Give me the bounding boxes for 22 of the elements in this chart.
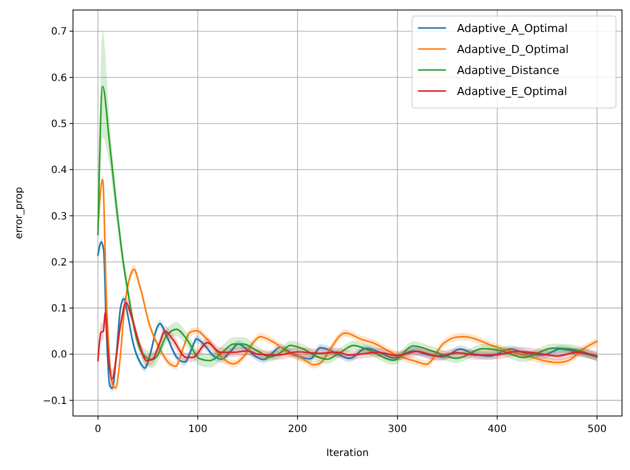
legend-label: Adaptive_D_Optimal bbox=[457, 43, 569, 56]
y-tick-label: 0.3 bbox=[51, 211, 67, 222]
line-series bbox=[97, 86, 598, 362]
y-tick-label: −0.1 bbox=[42, 396, 67, 407]
x-tick-label: 100 bbox=[188, 424, 208, 435]
legend-label: Adaptive_E_Optimal bbox=[457, 85, 568, 98]
x-tick-label: 300 bbox=[388, 424, 407, 435]
x-axis-title: Iteration bbox=[326, 448, 369, 459]
y-tick-label: 0.7 bbox=[51, 26, 67, 38]
y-tick-label: 0.5 bbox=[51, 118, 67, 130]
y-tick-label: 0.4 bbox=[51, 165, 67, 176]
y-tick-label: 0.1 bbox=[51, 304, 67, 315]
x-tick-label: 0 bbox=[94, 424, 102, 435]
legend-label: Adaptive_A_Optimal bbox=[457, 22, 568, 35]
y-tick-label: 0.2 bbox=[51, 257, 67, 268]
x-tick-label: 500 bbox=[588, 424, 607, 435]
x-tick-label: 200 bbox=[288, 424, 308, 435]
x-tick-label: 400 bbox=[488, 424, 507, 435]
y-tick-label: 0.0 bbox=[51, 350, 67, 361]
y-axis-title: error_prop bbox=[14, 187, 25, 239]
legend-label: Adaptive_Distance bbox=[457, 64, 560, 77]
y-tick-label: 0.6 bbox=[51, 72, 67, 84]
